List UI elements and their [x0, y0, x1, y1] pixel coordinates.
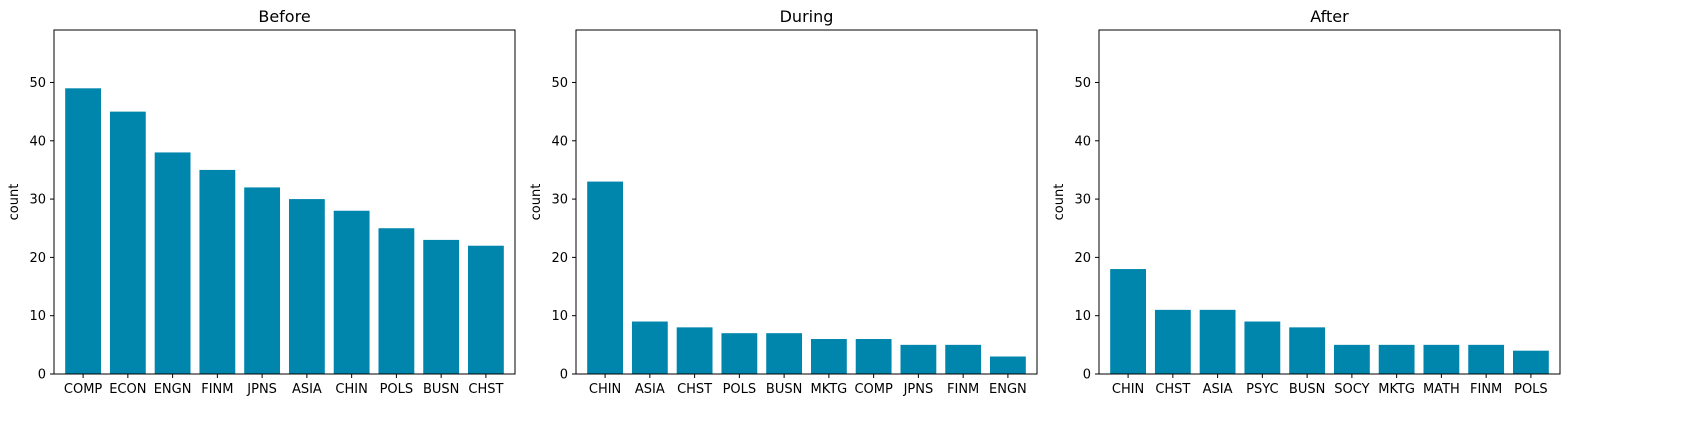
y-tick-label: 30: [1074, 193, 1091, 208]
bar-pols: [378, 228, 415, 374]
x-tick-label: BUSN: [1289, 382, 1325, 397]
y-axis-label: count: [529, 184, 544, 221]
bar-finm: [199, 169, 236, 374]
x-tick-label: CHST: [677, 382, 712, 397]
y-tick-label: 30: [29, 193, 46, 208]
x-tick-label: MKTG: [811, 382, 848, 397]
bar-chin: [587, 181, 623, 374]
x-tick-label: ASIA: [292, 382, 322, 397]
bar-busn: [1289, 327, 1326, 374]
y-tick-label: 40: [29, 134, 46, 149]
bar-finm: [945, 344, 982, 374]
x-tick-label: JPNS: [246, 382, 277, 397]
y-tick-label: 0: [560, 368, 568, 383]
y-tick-label: 0: [38, 368, 46, 383]
bar-asia: [288, 199, 325, 374]
x-tick-label: CHST: [1155, 382, 1190, 397]
bar-comp: [855, 339, 892, 374]
y-tick-label: 50: [551, 76, 568, 91]
bar-engn: [154, 152, 191, 374]
bar-math: [1423, 344, 1460, 374]
bar-busn: [423, 239, 460, 374]
y-tick-label: 10: [1074, 309, 1091, 324]
y-tick-label: 40: [1074, 134, 1091, 149]
chart-title: After: [1310, 7, 1349, 26]
x-tick-label: CHIN: [1112, 382, 1144, 397]
y-tick-label: 10: [551, 309, 568, 324]
x-tick-label: ECON: [109, 382, 146, 397]
bar-pols: [1513, 350, 1549, 374]
y-tick-label: 20: [551, 251, 568, 266]
x-tick-label: POLS: [380, 382, 414, 397]
x-tick-label: JPNS: [903, 382, 934, 397]
bar-psyc: [1244, 321, 1281, 374]
bar-asia: [631, 321, 668, 374]
x-tick-label: POLS: [1514, 382, 1548, 397]
y-axis-label: count: [1052, 184, 1067, 221]
bar-mktg: [1378, 344, 1415, 374]
x-tick-label: FINM: [947, 382, 979, 397]
chart-during: During count CHIN ASIA CHST POLS BUSN MKTG COM…: [529, 7, 1038, 397]
x-tick-label: ENGN: [154, 382, 192, 397]
x-tick-label: COMP: [64, 382, 103, 397]
chart-title: Before: [258, 7, 310, 26]
bar-chst: [676, 327, 713, 374]
bar-asia: [1199, 309, 1236, 374]
bar-socy: [1333, 344, 1370, 374]
x-tick-label: ASIA: [635, 382, 665, 397]
x-tick-label: CHST: [468, 382, 503, 397]
x-tick-label: ASIA: [1203, 382, 1233, 397]
y-tick-label: 30: [551, 193, 568, 208]
bar-jpns: [244, 187, 281, 374]
plot-frame: [575, 29, 1038, 375]
bar-comp: [65, 88, 101, 374]
bar-finm: [1468, 344, 1505, 374]
chart-after: After count CHIN CHST ASIA PSYC BUSN SOCY MKTG…: [1052, 7, 1561, 397]
chart-title: During: [780, 7, 834, 26]
x-tick-label: ENGN: [989, 382, 1027, 397]
x-tick-label: CHIN: [335, 382, 367, 397]
bar-pols: [721, 333, 758, 374]
plot-frame: [53, 29, 516, 375]
x-tick-label: COMP: [854, 382, 893, 397]
bar-chst: [468, 245, 504, 374]
x-tick-label: POLS: [723, 382, 757, 397]
x-tick-label: BUSN: [423, 382, 459, 397]
y-tick-label: 10: [29, 309, 46, 324]
bar-engn: [990, 356, 1026, 374]
bar-mktg: [810, 339, 847, 374]
y-tick-label: 50: [29, 76, 46, 91]
x-tick-label: MKTG: [1378, 382, 1415, 397]
bar-econ: [109, 111, 146, 374]
y-tick-label: 0: [1083, 368, 1091, 383]
y-tick-label: 50: [1074, 76, 1091, 91]
y-tick-label: 40: [551, 134, 568, 149]
chart-before: Before count COMP ECON ENGN FINM JPNS ASIA CHI…: [7, 7, 516, 397]
x-tick-label: MATH: [1423, 382, 1460, 397]
x-tick-label: FINM: [1470, 382, 1502, 397]
x-tick-label: PSYC: [1246, 382, 1278, 397]
x-tick-label: FINM: [201, 382, 233, 397]
bar-jpns: [900, 344, 937, 374]
bar-busn: [766, 333, 803, 374]
bar-chin: [1110, 269, 1146, 374]
bar-chst: [1154, 309, 1191, 374]
y-tick-label: 20: [1074, 251, 1091, 266]
x-tick-label: CHIN: [589, 382, 621, 397]
bar-chin: [333, 210, 370, 374]
plot-frame: [1098, 29, 1561, 375]
x-tick-label: BUSN: [766, 382, 802, 397]
y-tick-label: 20: [29, 251, 46, 266]
y-axis-label: count: [7, 184, 22, 221]
x-tick-label: SOCY: [1334, 382, 1369, 397]
